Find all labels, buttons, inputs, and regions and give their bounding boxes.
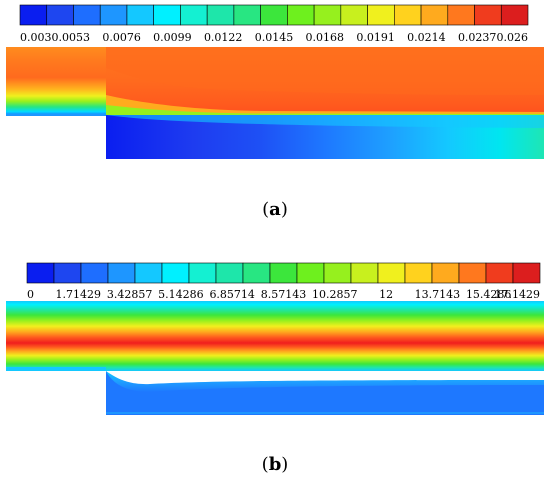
- colorbar-swatch: [485, 262, 514, 284]
- colorbar-swatch: [474, 4, 502, 26]
- colorbar-swatch: [458, 262, 487, 284]
- upper-channel-b: [6, 301, 544, 371]
- colorbar-tick-label: 1.71429: [56, 288, 102, 301]
- colorbar-tick-label: 6.85714: [209, 288, 255, 301]
- colorbar-swatch: [500, 4, 529, 26]
- colorbar-swatch: [80, 262, 109, 284]
- colorbar-swatch: [287, 4, 315, 26]
- colorbar-swatch: [394, 4, 422, 26]
- panel-b: 0 1.71429 3.42857 5.14286 6.85714 8.57143 10.2…: [6, 262, 544, 475]
- colorbar-tick-label: 0.0237: [458, 31, 497, 44]
- colorbar-a: [19, 4, 529, 26]
- colorbar-swatch: [107, 262, 136, 284]
- colorbar-tick-label: 0.0122: [204, 31, 243, 44]
- colorbar-swatch: [350, 262, 379, 284]
- colorbar-swatch: [53, 262, 82, 284]
- colorbar-swatch: [180, 4, 208, 26]
- shear-layer-a: [106, 95, 544, 115]
- recirculation-b: [106, 371, 544, 392]
- colorbar-tick-label: 0.026: [497, 31, 529, 44]
- colorbar-tick-label: 0: [27, 288, 34, 301]
- colorbar-swatch: [420, 4, 449, 26]
- colorbar-swatch: [153, 4, 181, 26]
- lower-left-wall-b: [6, 367, 106, 371]
- colorbar-b-tick-labels: 0 1.71429 3.42857 5.14286 6.85714 8.57143 10.2…: [27, 288, 540, 301]
- colorbar-swatch: [215, 262, 244, 284]
- colorbar-tick-label: 13.7143: [415, 288, 461, 301]
- colorbar-tick-label: 0.0168: [306, 31, 345, 44]
- colorbar-swatch: [260, 4, 288, 26]
- colorbar-swatch: [99, 4, 128, 26]
- colorbar-tick-label: 3.42857: [107, 288, 153, 301]
- colorbar-tick-label: 17.1429: [495, 288, 541, 301]
- colorbar-swatch: [233, 4, 261, 26]
- colorbar-tick-label: 5.14286: [158, 288, 204, 301]
- flow-field-a: [6, 47, 544, 159]
- colorbar-swatch: [512, 262, 541, 284]
- colorbar-swatch: [323, 262, 352, 284]
- lower-channel-a-cap: [106, 115, 544, 128]
- colorbar-swatch: [340, 4, 368, 26]
- colorbar-swatch: [377, 262, 406, 284]
- colorbar-tick-label: 15.4286: [466, 288, 512, 301]
- colorbar-swatch: [188, 262, 217, 284]
- lower-channel-b: [106, 371, 544, 415]
- colorbar-tick-label: 0.0099: [153, 31, 192, 44]
- colorbar-tick-label: 10.2857: [312, 288, 358, 301]
- panel-a: 0.003 0.0053 0.0076 0.0099 0.0122 0.0145 0.016…: [6, 4, 544, 220]
- colorbar-swatch: [26, 262, 55, 284]
- colorbar-tick-label: 8.57143: [261, 288, 307, 301]
- colorbar-tick-label: 0.0191: [356, 31, 395, 44]
- colorbar-tick-label: 0.003: [20, 31, 52, 44]
- colorbar-swatch: [296, 262, 325, 284]
- colorbar-swatch: [404, 262, 433, 284]
- transition-layer-a: [106, 47, 544, 96]
- colorbar-swatch: [367, 4, 395, 26]
- colorbar-b: [26, 262, 541, 284]
- colorbar-tick-label: 0.0053: [52, 31, 91, 44]
- colorbar-tick-label: 0.0145: [255, 31, 294, 44]
- colorbar-swatch: [161, 262, 190, 284]
- caption-a: (a): [262, 199, 288, 220]
- inlet-strata-a: [6, 47, 106, 115]
- flow-field-b: [6, 301, 544, 415]
- colorbar-tick-label: 12: [379, 288, 393, 301]
- colorbar-swatch: [269, 262, 298, 284]
- colorbar-swatch: [73, 4, 101, 26]
- shear-layer-a-inner: [106, 105, 544, 115]
- colorbar-swatch: [126, 4, 154, 26]
- caption-b: (b): [262, 454, 289, 475]
- colorbar-swatch: [206, 4, 235, 26]
- colorbar-swatch: [242, 262, 271, 284]
- colorbar-swatch: [447, 4, 475, 26]
- colorbar-swatch: [46, 4, 74, 26]
- colorbar-tick-label: 0.0076: [102, 31, 141, 44]
- colorbar-swatch: [19, 4, 48, 26]
- colorbar-swatch: [134, 262, 163, 284]
- colorbar-a-tick-labels: 0.003 0.0053 0.0076 0.0099 0.0122 0.0145 0.016…: [20, 31, 528, 44]
- colorbar-tick-label: 0.0214: [407, 31, 446, 44]
- colorbar-swatch: [313, 4, 342, 26]
- colorbar-swatch: [431, 262, 460, 284]
